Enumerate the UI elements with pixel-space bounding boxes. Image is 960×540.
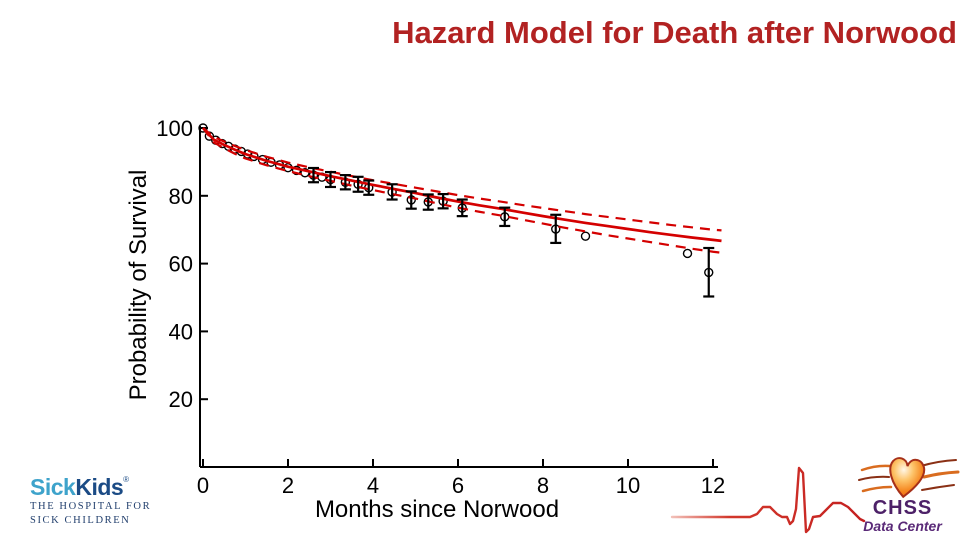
heart-icon — [889, 457, 926, 499]
svg-text:80: 80 — [169, 184, 193, 209]
sickkids-word-kids: Kids — [75, 474, 124, 500]
svg-text:4: 4 — [367, 473, 379, 498]
sickkids-word-sick: Sick — [30, 474, 76, 500]
svg-text:6: 6 — [452, 473, 464, 498]
sickkids-tagline-line1: THE HOSPITAL FOR — [30, 501, 152, 512]
upper-confidence-limit — [202, 127, 722, 232]
km-error-bars — [308, 166, 715, 298]
svg-text:100: 100 — [156, 116, 193, 141]
chss-subtitle: Data Center — [863, 518, 942, 534]
svg-text:40: 40 — [169, 319, 193, 344]
chss-heart-art — [858, 457, 960, 499]
axes — [199, 126, 718, 468]
y-axis-title: Probability of Survival — [125, 170, 152, 401]
x-axis-title: Months since Norwood — [315, 496, 559, 523]
svg-text:10: 10 — [616, 473, 640, 498]
chss-logo: CHSS Data Center — [845, 448, 960, 540]
chss-wordmark: CHSS Data Center — [845, 498, 960, 533]
svg-text:12: 12 — [701, 473, 725, 498]
tick-labels: 20 40 60 80 100 0 2 4 6 8 10 12 — [156, 116, 725, 498]
sickkids-wordmark: SickKids® — [30, 476, 151, 499]
registered-mark-icon: ® — [123, 475, 129, 484]
slide-title: Hazard Model for Death after Norwood — [392, 15, 957, 50]
sickkids-logo: SickKids® THE HOSPITAL FOR SICK CHILDREN — [30, 476, 151, 526]
lower-confidence-limit — [202, 127, 722, 254]
chss-name: CHSS — [872, 497, 933, 519]
svg-text:60: 60 — [169, 252, 193, 277]
svg-text:0: 0 — [197, 473, 209, 498]
svg-text:20: 20 — [169, 387, 193, 412]
sickkids-tagline-line2: SICK CHILDREN — [30, 514, 131, 526]
svg-text:8: 8 — [537, 473, 549, 498]
hazard-model-curve — [202, 127, 722, 243]
svg-text:2: 2 — [282, 473, 294, 498]
